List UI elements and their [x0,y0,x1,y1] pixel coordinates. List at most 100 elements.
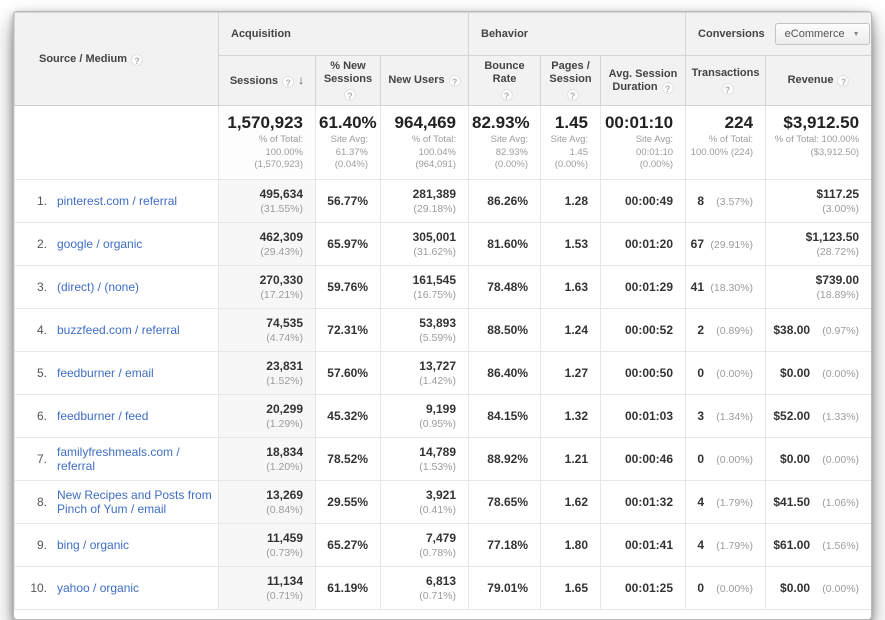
metric-value: 74,535 [266,315,303,330]
metric-value: $0.00 [780,365,811,380]
avg_duration-cell: 00:01:29 [599,264,687,309]
source-medium-cell: 5. feedburner / email [14,350,219,395]
column-header-revenue[interactable]: Revenue? [765,55,871,106]
source-link[interactable]: feedburner / email [57,365,154,380]
ecommerce-dropdown[interactable]: eCommerce ▼ [774,23,870,45]
help-icon-wrap: ? [472,88,537,101]
pages_session-cell: 1.32 [540,393,601,438]
new_users-cell: 7,479(0.78%) [380,522,469,567]
column-header-transactions[interactable]: Transactions? [685,55,767,106]
metric-percent: (31.55%) [260,202,303,215]
sessions-cell: 462,309(29.43%) [218,221,316,266]
transactions-cell: 8 (3.57%) [685,178,767,223]
source-link[interactable]: bing / organic [57,537,130,552]
source-wrap: 6. feedburner / feed [23,409,214,423]
table-row: 9. bing / organic 11,459(0.73%) 65.27% 7,479… [14,522,871,567]
column-header-avg_duration[interactable]: Avg. Session Duration? [599,55,687,106]
revenue-cell: $0.00 (0.00%) [765,565,871,610]
help-icon[interactable]: ? [448,75,461,87]
source-medium-cell: 8. New Recipes and Posts from Pinch of Yu… [14,479,219,524]
metric-percent: (29.91%) [710,238,754,251]
metric-value: 3,921 [425,487,456,502]
source-medium-cell: 10. yahoo / organic [14,565,219,610]
metric-value: 45.32% [327,408,368,423]
transactions-cell: 0 (0.00%) [685,565,767,610]
help-icon[interactable]: ? [131,53,144,66]
pages_session-cell: 1.24 [540,307,601,352]
source-link[interactable]: familyfreshmeals.com / referral [57,444,180,473]
metric-value: 11,134 [266,573,303,588]
new_sessions-cell: 45.32% [315,393,381,438]
transactions-cell: 67 (29.91%) [685,221,767,266]
source-link[interactable]: feedburner / feed [57,408,149,423]
source-link[interactable]: google / organic [57,236,143,251]
metric-value: 00:01:32 [624,494,674,509]
total-subtext: Site Avg: 61.37% (0.04%) [330,134,368,170]
help-icon[interactable]: ? [282,75,295,88]
metric-value: $0.00 [780,451,811,466]
source-link[interactable]: pinterest.com / referral [57,193,178,208]
new_sessions-cell: 59.76% [315,264,381,309]
source-link[interactable]: yahoo / organic [57,580,140,595]
column-label: New Users [388,74,445,86]
column-header-new_users[interactable]: New Users? [380,55,469,106]
group-label: Conversions [698,28,765,40]
sort-descending-icon[interactable]: ↓ [298,72,305,87]
source-link[interactable]: (direct) / (none) [57,279,140,294]
metric-percent: (1.42%) [419,374,456,387]
source-wrap: 7. familyfreshmeals.com / referral [23,445,214,473]
metric-percent: (3.00%) [822,202,860,215]
source-medium-cell: 3. (direct) / (none) [14,264,219,309]
metric-value: 4 [697,537,705,552]
metric-value: 0 [697,451,705,466]
group-header-row: Source / Medium? Acquisition Behavior Co… [14,12,871,106]
metric-value: 305,001 [412,229,456,244]
table-row: 3. (direct) / (none) 270,330(17.21%) 59.76%… [14,264,871,309]
column-header-new_sessions[interactable]: % New Sessions? [315,55,381,106]
table-row: 10. yahoo / organic 11,134(0.71%) 61.19% 6,8… [14,565,871,610]
metric-value: 00:01:03 [624,408,674,423]
metric-percent: (1.79%) [716,496,754,509]
new_sessions-cell: 65.27% [315,522,381,567]
revenue-cell: $117.25(3.00%) [765,178,871,223]
metric-value: 00:01:41 [624,537,674,552]
metric-value: 00:01:20 [624,236,674,251]
metric-percent: (5.59%) [419,331,456,344]
metric-value: 67 [690,236,705,251]
metric-value: $41.50 [773,494,811,509]
pages_session-cell: 1.21 [540,436,601,481]
total-sessions: 1,570,923 % of Total: 100.00% (1,570,923) [218,105,316,180]
metric-percent: (0.71%) [266,589,303,602]
column-header-source-medium[interactable]: Source / Medium? [14,12,219,106]
metric-percent: (0.73%) [266,546,303,559]
help-icon[interactable]: ? [721,82,734,95]
revenue-cell: $61.00 (1.56%) [765,522,871,567]
metric-percent: (31.62%) [413,245,456,258]
column-header-pages_session[interactable]: Pages / Session? [540,55,601,106]
column-header-bounce_rate[interactable]: Bounce Rate? [468,55,541,106]
metric-value: 1.65 [564,580,588,595]
help-icon[interactable]: ? [837,75,850,87]
metric-percent: (0.89%) [716,324,754,337]
help-icon-wrap: ? [544,88,597,101]
metric-percent: (0.00%) [822,453,860,466]
metric-value: 13,269 [266,487,303,502]
source-link[interactable]: New Recipes and Posts from Pinch of Yum … [57,487,212,516]
metric-value: $117.25 [816,186,860,201]
help-icon[interactable]: ? [661,81,674,94]
source-link[interactable]: buzzfeed.com / referral [57,322,180,337]
metric-value: 78.65% [487,494,528,509]
source-medium-cell: 7. familyfreshmeals.com / referral [14,436,219,481]
pages_session-cell: 1.53 [540,221,601,266]
help-icon[interactable]: ? [344,89,356,101]
bounce_rate-cell: 88.50% [468,307,541,352]
pages_session-cell: 1.65 [540,565,601,610]
metric-value: 9,199 [425,401,456,416]
help-icon[interactable]: ? [566,89,579,101]
column-header-sessions[interactable]: Sessions? ↓ [218,55,316,106]
help-icon[interactable]: ? [500,89,513,101]
bounce_rate-cell: 81.60% [468,221,541,266]
sessions-cell: 20,299(1.29%) [218,393,316,438]
total-bounce_rate: 82.93% Site Avg: 82.93% (0.00%) [468,105,541,180]
new_users-cell: 161,545(16.75%) [380,264,469,309]
